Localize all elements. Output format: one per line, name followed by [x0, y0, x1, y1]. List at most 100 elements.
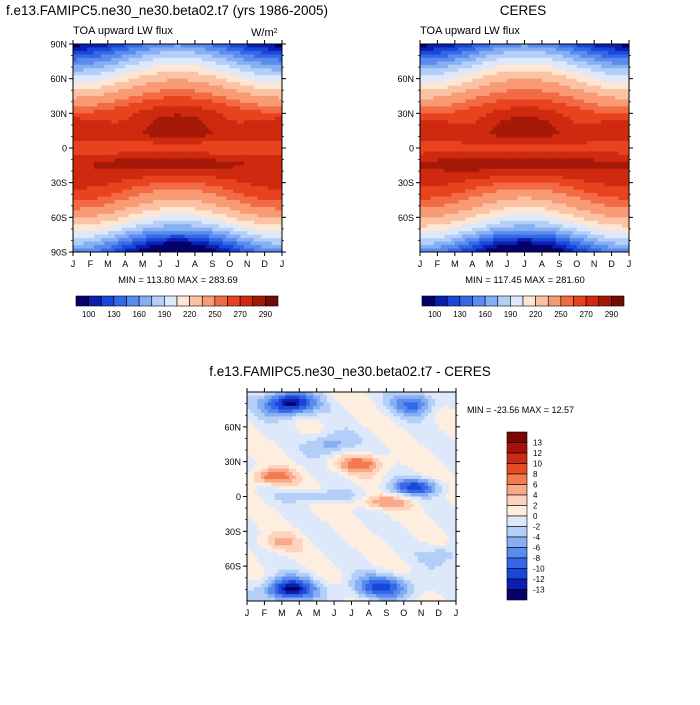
heat-cell — [178, 158, 182, 162]
heat-cell — [514, 65, 518, 69]
heat-cell — [594, 68, 598, 72]
heat-cell — [216, 221, 220, 225]
heat-cell — [434, 79, 438, 83]
heat-cell — [444, 86, 448, 90]
heat-cell — [164, 113, 168, 117]
heat-cell — [598, 99, 602, 103]
heat-cell — [167, 162, 171, 166]
heat-cell — [268, 89, 272, 93]
heat-cell — [455, 96, 459, 100]
heat-cell — [237, 245, 241, 249]
heat-cell — [157, 93, 161, 97]
heat-cell — [230, 221, 234, 225]
heat-cell — [205, 58, 209, 62]
heat-cell — [139, 200, 143, 204]
heat-cell — [108, 96, 112, 100]
heat-cell — [275, 86, 279, 90]
heat-cell — [205, 110, 209, 114]
heat-cell — [157, 99, 161, 103]
heat-cell — [188, 207, 192, 211]
heat-cell — [622, 103, 626, 107]
heat-cell — [132, 176, 136, 180]
heat-cell — [139, 61, 143, 65]
heat-cell — [507, 51, 511, 55]
heat-cell — [198, 238, 202, 242]
heat-cell — [507, 106, 511, 110]
heat-cell — [258, 172, 262, 176]
heat-cell — [97, 141, 101, 145]
heat-cell — [219, 120, 223, 124]
heat-cell — [111, 134, 115, 138]
heat-cell — [237, 242, 241, 246]
heat-cell — [174, 79, 178, 83]
heat-cell — [94, 82, 98, 86]
heat-cell — [268, 68, 272, 72]
heat-cell — [118, 82, 122, 86]
heat-cell — [247, 162, 251, 166]
heat-cell — [584, 86, 588, 90]
heat-cell — [181, 61, 185, 65]
heat-cell — [146, 190, 150, 194]
heat-cell — [545, 96, 549, 100]
heat-cell — [164, 86, 168, 90]
heat-cell — [237, 103, 241, 107]
heat-cell — [223, 242, 227, 246]
heat-cell — [258, 165, 262, 169]
heat-cell — [559, 93, 563, 97]
heat-cell — [598, 113, 602, 117]
heat-cell — [202, 214, 206, 218]
heat-cell — [493, 44, 497, 48]
heat-cell — [254, 169, 258, 173]
heat-cell — [80, 186, 84, 190]
heat-cell — [160, 65, 164, 69]
heat-cell — [223, 124, 227, 128]
heat-cell — [437, 65, 441, 69]
heat-cell — [125, 214, 129, 218]
heat-cell — [174, 65, 178, 69]
heat-cell — [272, 245, 276, 249]
heat-cell — [122, 200, 126, 204]
heat-cell — [164, 75, 168, 79]
heat-cell — [104, 169, 108, 173]
heat-cell — [240, 165, 244, 169]
heat-cell — [129, 228, 133, 232]
heat-cell — [223, 86, 227, 90]
heat-cell — [178, 238, 182, 242]
heat-cell — [500, 113, 504, 117]
heat-cell — [195, 141, 199, 145]
heat-cell — [591, 65, 595, 69]
heat-cell — [451, 65, 455, 69]
heat-cell — [150, 214, 154, 218]
heat-cell — [139, 148, 143, 152]
heat-cell — [455, 51, 459, 55]
heat-cell — [132, 82, 136, 86]
heat-cell — [272, 127, 276, 131]
heat-cell — [247, 134, 251, 138]
heat-cell — [240, 47, 244, 51]
heat-cell — [76, 148, 80, 152]
heat-cell — [209, 210, 213, 214]
heat-cell — [528, 103, 532, 107]
heat-cell — [122, 124, 126, 128]
heat-cell — [164, 124, 168, 128]
heat-cell — [254, 58, 258, 62]
heat-cell — [146, 79, 150, 83]
heat-cell — [587, 89, 591, 93]
heat-cell — [146, 51, 150, 55]
heat-cell — [261, 82, 265, 86]
heat-cell — [251, 54, 255, 58]
heat-cell — [216, 110, 220, 114]
heat-cell — [219, 89, 223, 93]
heat-cell — [97, 145, 101, 149]
heat-cell — [504, 75, 508, 79]
heat-cell — [188, 75, 192, 79]
heat-cell — [556, 58, 560, 62]
heat-cell — [265, 103, 269, 107]
heat-cell — [612, 86, 616, 90]
heat-cell — [212, 197, 216, 201]
heat-cell — [97, 65, 101, 69]
heat-cell — [157, 68, 161, 72]
heat-cell — [531, 93, 535, 97]
heat-cell — [83, 169, 87, 173]
heat-cell — [573, 106, 577, 110]
